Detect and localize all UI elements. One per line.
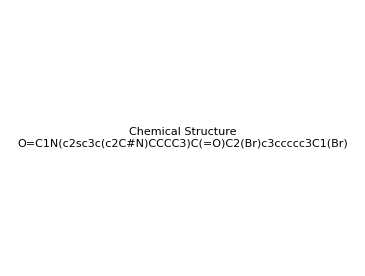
Text: Chemical Structure
O=C1N(c2sc3c(c2C#N)CCCC3)C(=O)C2(Br)c3ccccc3C1(Br): Chemical Structure O=C1N(c2sc3c(c2C#N)CC… bbox=[17, 127, 348, 149]
